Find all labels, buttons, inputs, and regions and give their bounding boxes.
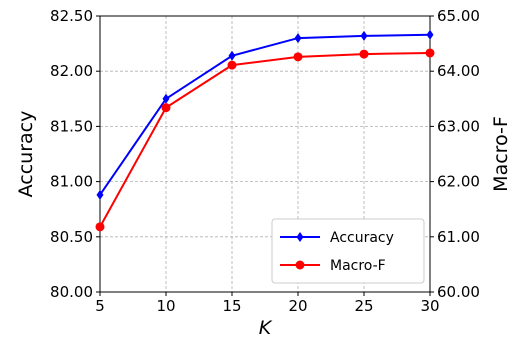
- legend: Accuracy Macro-F: [271, 218, 425, 284]
- right-y-axis-title: Macro-F: [490, 116, 512, 192]
- right-y-tick-label: 64.00: [437, 62, 480, 80]
- left-y-tick-label: 81.00: [50, 173, 93, 191]
- left-y-axis-title: Accuracy: [15, 111, 37, 198]
- data-point-accuracy: [96, 189, 104, 200]
- data-point-macro-f: [425, 48, 435, 58]
- legend-box: [271, 218, 425, 284]
- data-point-accuracy: [360, 30, 368, 41]
- x-axis-title: K: [259, 317, 273, 338]
- legend-label-accuracy: Accuracy: [330, 230, 394, 246]
- data-point-accuracy: [426, 29, 434, 40]
- data-point-macro-f: [95, 222, 105, 232]
- series-line-accuracy: [99, 33, 431, 196]
- left-y-tick-label: 80.50: [50, 228, 93, 246]
- x-tick-label: 15: [222, 297, 241, 315]
- right-y-tick-label: 60.00: [437, 283, 480, 301]
- left-y-tick-label: 82.50: [50, 7, 93, 25]
- data-point-accuracy: [162, 93, 170, 104]
- data-point-macro-f: [161, 103, 171, 113]
- x-tick-label: 20: [288, 297, 307, 315]
- legend-label-macro-f: Macro-F: [330, 258, 386, 274]
- data-point-macro-f: [293, 52, 303, 62]
- series-macro-f: [95, 48, 435, 232]
- right-y-tick-label: 63.00: [437, 117, 480, 135]
- x-tick-label: 10: [156, 297, 175, 315]
- x-tick-label: 25: [354, 297, 373, 315]
- legend-marker-macro-f: [295, 260, 305, 270]
- x-tick-label: 30: [420, 297, 439, 315]
- x-tick-label: 5: [95, 297, 105, 315]
- left-y-tick-label: 81.50: [50, 117, 93, 135]
- left-y-tick-label: 80.00: [50, 283, 93, 301]
- series-line-macro-f: [99, 51, 431, 228]
- right-y-tick-label: 62.00: [437, 173, 480, 191]
- right-y-tick-label: 61.00: [437, 228, 480, 246]
- left-y-tick-label: 82.00: [50, 62, 93, 80]
- plot-frame: [99, 15, 431, 293]
- axis-ticks: 5 10 15 20 25 30 80.00 80.50 81.00 81.50 82.00 82.5…: [50, 7, 480, 315]
- series-group: [95, 29, 435, 232]
- data-point-macro-f: [227, 60, 237, 70]
- legend-marker-accuracy: [296, 232, 304, 242]
- data-point-macro-f: [359, 49, 369, 59]
- data-point-accuracy: [228, 50, 236, 61]
- series-accuracy: [96, 29, 434, 200]
- right-y-tick-label: 65.00: [437, 7, 480, 25]
- data-point-accuracy: [294, 33, 302, 44]
